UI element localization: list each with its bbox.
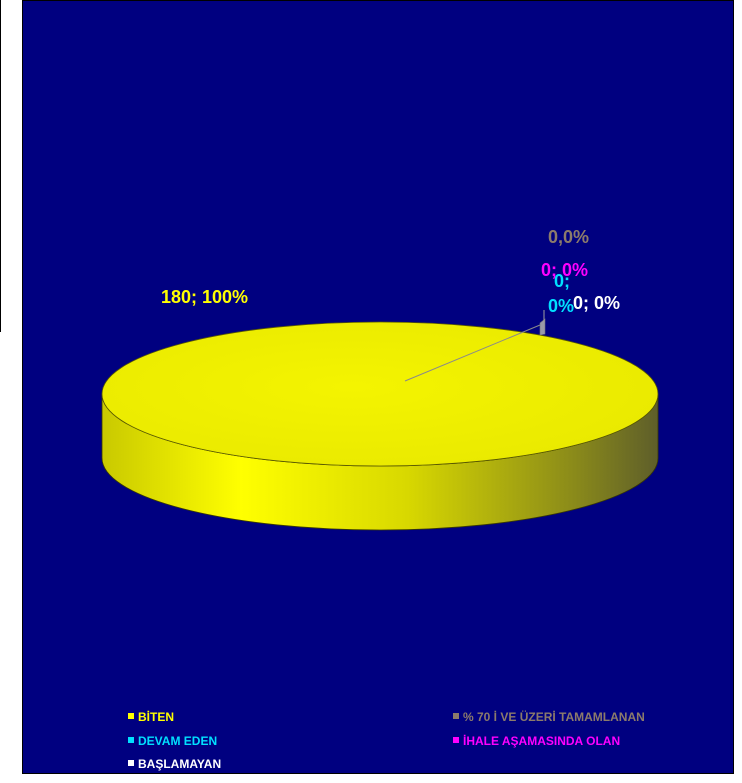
legend-swatch-devam-eden <box>128 737 134 743</box>
legend-swatch-baslamayan <box>128 760 134 766</box>
page-left-border <box>0 0 1 332</box>
pie-slice-yuzde70 <box>539 318 546 336</box>
legend-swatch-yuzde70 <box>453 713 459 719</box>
legend-swatch-biten <box>128 713 134 719</box>
data-label-devam-eden-line1: 0; <box>554 271 570 291</box>
legend: BİTEN % 70 İ VE ÜZERİ TAMAMLANAN DEVAM E… <box>128 709 645 771</box>
pie-slice-biten <box>101 321 659 467</box>
legend-label-ihale: İHALE AŞAMASINDA OLAN <box>463 733 620 748</box>
data-label-biten: 180; 100% <box>161 287 248 307</box>
data-label-devam-eden-line2: 0% <box>548 296 574 316</box>
legend-label-biten: BİTEN <box>138 709 174 724</box>
legend-swatch-ihale <box>453 737 459 743</box>
legend-label-devam-eden: DEVAM EDEN <box>138 734 217 748</box>
legend-label-yuzde70: % 70 İ VE ÜZERİ TAMAMLANAN <box>463 709 645 724</box>
leader-line <box>404 324 541 382</box>
data-label-ihale: 0; 0% <box>541 260 588 280</box>
data-label-yuzde70: 0,0% <box>548 227 589 247</box>
data-label-baslamayan: 0; 0% <box>573 293 620 313</box>
legend-label-baslamayan: BAŞLAMAYAN <box>138 757 221 771</box>
